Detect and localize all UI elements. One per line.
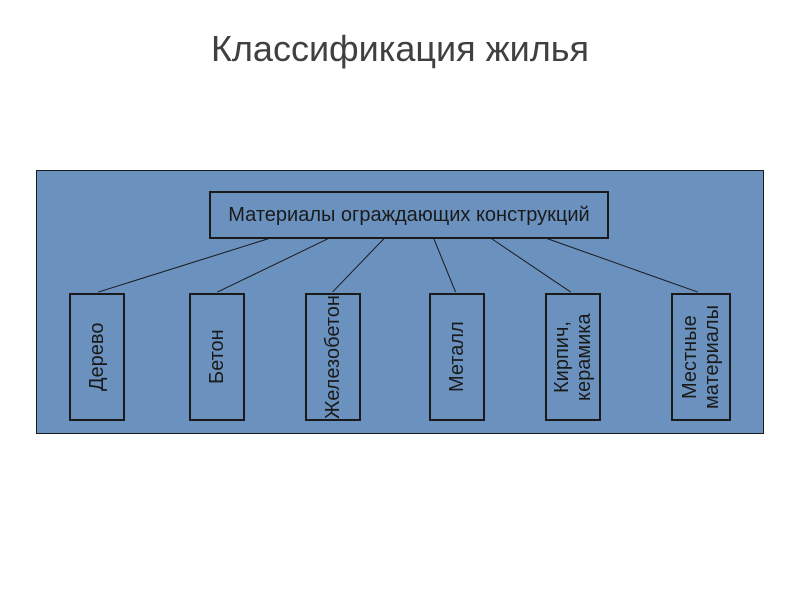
child-label: Местные материалы (679, 295, 723, 419)
root-node: Материалы ограждающих конструкций (209, 191, 609, 239)
child-label: Бетон (206, 330, 228, 385)
child-node: Дерево (69, 293, 125, 421)
page-title: Классификация жилья (0, 0, 800, 70)
diagram-container: Материалы ограждающих конструкций Дерево… (36, 170, 764, 434)
child-node: Бетон (189, 293, 245, 421)
connector-line (217, 238, 328, 292)
child-label: Железобетон (322, 295, 344, 419)
connector-line (491, 238, 570, 292)
child-label: Кирпич, керамика (551, 295, 595, 419)
child-node: Кирпич, керамика (545, 293, 601, 421)
child-node: Металл (429, 293, 485, 421)
child-node: Железобетон (305, 293, 361, 421)
child-node: Местные материалы (671, 293, 731, 421)
connector-line (333, 238, 385, 292)
connector-line (98, 238, 269, 292)
child-label: Дерево (86, 323, 108, 391)
root-label: Материалы ограждающих конструкций (228, 204, 589, 227)
connector-line (547, 238, 698, 292)
connector-line (434, 238, 456, 292)
child-label: Металл (446, 322, 468, 393)
